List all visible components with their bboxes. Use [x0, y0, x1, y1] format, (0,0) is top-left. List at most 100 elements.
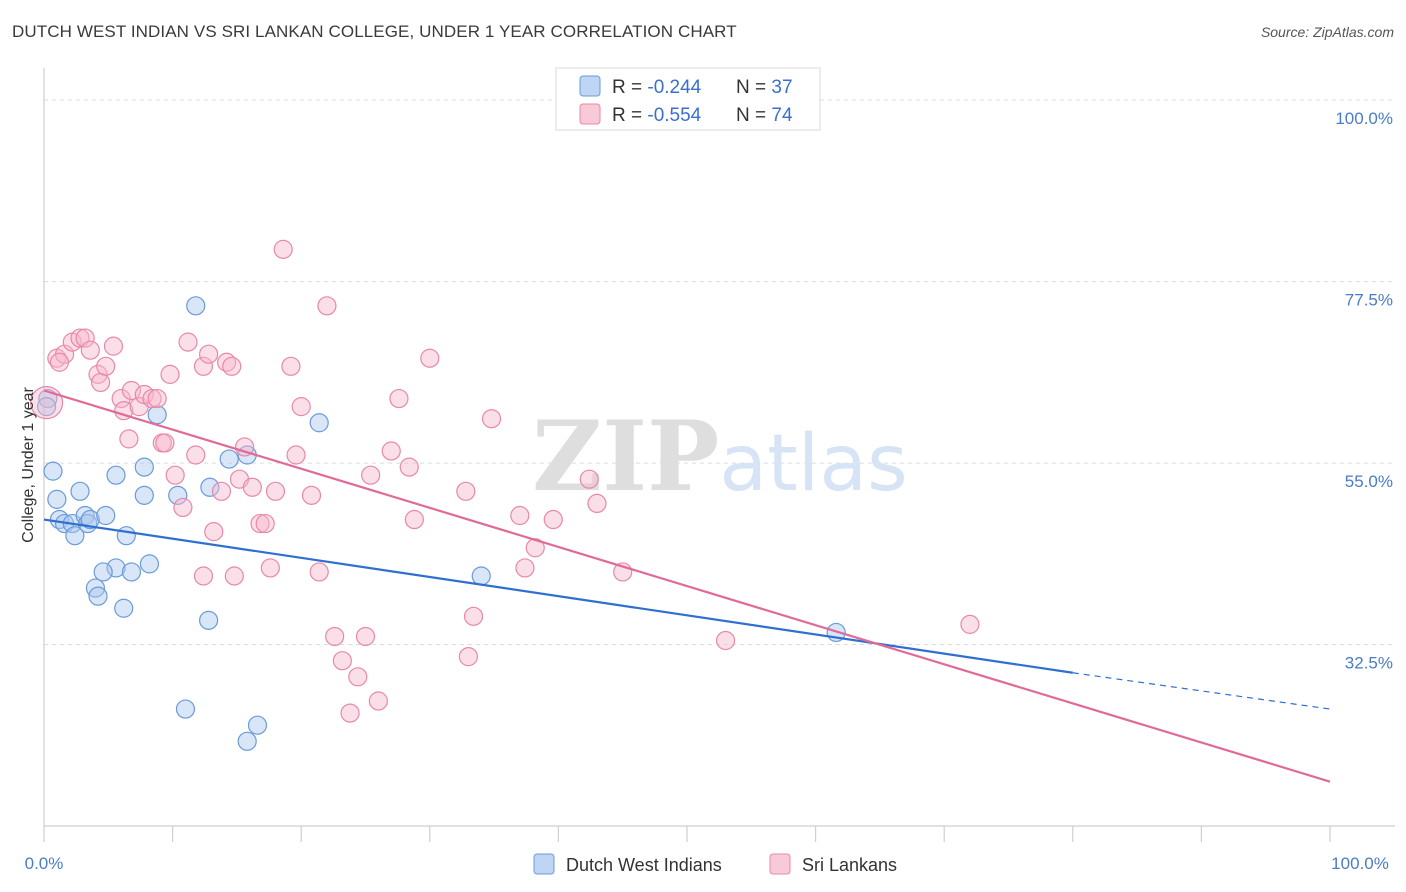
sri-lankan-point	[273, 239, 293, 259]
dutch-west-indian-point	[139, 554, 160, 574]
y-tick-label: 77.5%	[1345, 291, 1393, 310]
sri-lankan-point	[75, 328, 95, 348]
y-tick-label: 55.0%	[1345, 472, 1393, 491]
sri-lankan-point	[340, 703, 360, 723]
dutch-west-indian-point	[106, 558, 126, 578]
grid	[44, 99, 1395, 646]
sri-lankan-point	[481, 409, 502, 429]
sri-lankan-point	[204, 522, 224, 542]
sri-lankan-point	[355, 626, 376, 647]
chart-title: DUTCH WEST INDIAN VS SRI LANKAN COLLEGE,…	[12, 22, 737, 41]
dutch-west-indian-point	[70, 481, 90, 501]
sri-lankan-trend	[43, 389, 1331, 783]
legend-label: Dutch West Indians	[566, 855, 722, 875]
sri-lankan-point	[368, 691, 388, 711]
legend-swatch	[769, 853, 791, 875]
watermark: ZIPatlas	[532, 400, 908, 513]
sri-lankan-point	[286, 445, 306, 465]
dutch-west-indian-point	[93, 562, 113, 582]
dutch-west-indian-point	[186, 296, 206, 316]
dutch-west-indian-point	[43, 461, 63, 481]
y-tick-label: 100.0%	[1335, 109, 1393, 128]
legend-top: R = -0.244 N = 37 R = -0.554 N = 74	[555, 67, 821, 131]
sri-lankan-point	[348, 667, 368, 687]
dutch-west-indian-trend	[43, 518, 1073, 674]
sri-lankan-point	[199, 344, 219, 364]
legend-swatch	[533, 853, 555, 875]
sri-lankan-point	[510, 505, 530, 526]
sri-lankan-point	[173, 497, 193, 518]
sri-lankan-point	[715, 630, 736, 651]
sri-lankan-point	[325, 626, 345, 647]
sri-lankan-point	[255, 513, 275, 534]
axes	[43, 68, 1395, 842]
sri-lankan-point	[543, 509, 563, 530]
dutch-west-indian-point	[121, 562, 142, 582]
dutch-west-indian-point	[134, 457, 154, 477]
sri-lankan-point	[456, 481, 476, 501]
sri-lankan-point	[119, 429, 139, 449]
sri-lankan-point	[317, 296, 337, 316]
dutch-west-indian-point	[247, 715, 268, 735]
sri-lankan-point	[420, 348, 440, 368]
sri-lankan-point	[291, 397, 311, 417]
y-tick-label: 32.5%	[1345, 654, 1393, 673]
sri-lankan-point	[515, 558, 535, 578]
dutch-west-indian-point	[175, 699, 196, 719]
x-tick-label: 0.0%	[25, 854, 64, 873]
dutch-west-indian-point	[237, 731, 257, 751]
legend-bottom: Dutch West Indians Sri Lankans	[533, 853, 897, 875]
sri-lankan-point	[361, 465, 381, 485]
dutch-west-indian-point	[200, 477, 220, 497]
sri-lankan-point	[186, 445, 206, 465]
sri-lankan-point	[121, 380, 142, 401]
dutch-west-indian-point	[219, 449, 239, 469]
sri-lankan-point	[281, 356, 301, 376]
sri-lankan-point	[155, 433, 175, 453]
sri-lankan-point	[960, 614, 980, 634]
sri-lankan-point	[142, 388, 162, 409]
dutch-west-indian-point	[88, 586, 108, 606]
dutch-west-indian-point	[199, 610, 219, 630]
sri-lankan-point	[250, 513, 270, 534]
dutch-west-indian-point	[168, 485, 188, 505]
y-axis-label: College, Under 1 year	[20, 387, 37, 543]
sri-lankan-point	[80, 340, 100, 360]
sri-lankan-point	[463, 606, 484, 626]
sri-lankan-point	[178, 332, 198, 352]
sri-lankan-point	[381, 441, 401, 461]
dutch-west-indian-point	[106, 465, 126, 485]
dutch-west-indian-point	[36, 397, 57, 417]
sri-lankan-point	[222, 356, 242, 376]
dutch-west-indian-point	[47, 489, 67, 509]
legend-swatch	[579, 75, 601, 97]
sri-lankan-point	[96, 356, 116, 376]
dutch-west-indian-point	[114, 598, 134, 618]
sri-lankan-point	[404, 509, 424, 530]
sri-lankan-point	[111, 388, 131, 409]
sri-lankan-point	[49, 352, 70, 372]
sri-lankan-point	[389, 388, 409, 409]
sri-lankan-point	[399, 457, 419, 477]
dutch-west-indian-point	[80, 509, 100, 530]
dutch-west-indian-point	[65, 526, 85, 546]
sri-lankan-point	[332, 651, 352, 671]
tick-labels: 100.0% 77.5% 55.0% 32.5% 0.0% 100.0%	[25, 109, 1393, 873]
dutch-west-indian-trend-extension	[1072, 672, 1331, 710]
sri-lankan-point	[242, 477, 262, 497]
sri-lankan-point	[525, 538, 545, 558]
dutch-west-indian-point	[96, 505, 116, 526]
sri-lankan-point	[147, 388, 167, 409]
sri-lankan-point	[160, 364, 180, 384]
sri-lankan-point	[587, 493, 607, 514]
dutch-west-indian-point	[471, 566, 491, 586]
source-credit: Source: ZipAtlas.com	[1260, 24, 1394, 40]
legend-label: Sri Lankans	[802, 855, 897, 875]
legend-entry: R = -0.244 N = 37	[612, 77, 793, 98]
dutch-west-indian-point	[309, 413, 329, 433]
sri-lankan-point	[579, 469, 599, 489]
sri-lankan-point	[165, 465, 185, 485]
sri-lankan-point	[193, 356, 214, 376]
sri-lankan-point	[211, 481, 232, 501]
